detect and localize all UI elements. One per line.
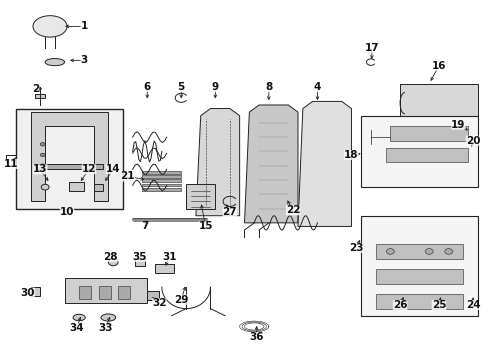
Circle shape	[40, 143, 45, 146]
Bar	[79, 286, 91, 298]
Text: 30: 30	[20, 288, 35, 297]
Text: 25: 25	[431, 300, 446, 310]
Text: 29: 29	[174, 295, 188, 305]
Text: 8: 8	[264, 82, 272, 92]
Bar	[69, 182, 84, 191]
Text: 23: 23	[348, 243, 363, 253]
Text: 20: 20	[465, 136, 479, 146]
Bar	[361, 216, 477, 316]
Polygon shape	[399, 84, 477, 123]
Text: 16: 16	[431, 61, 446, 71]
Text: 34: 34	[69, 323, 84, 333]
Text: 14: 14	[106, 164, 120, 174]
Bar	[30, 287, 40, 296]
Circle shape	[386, 249, 393, 254]
Polygon shape	[64, 278, 147, 303]
Bar	[147, 291, 159, 300]
Bar	[142, 184, 181, 186]
Circle shape	[108, 258, 118, 266]
Bar	[375, 244, 462, 258]
Text: 4: 4	[313, 82, 321, 92]
Bar	[154, 264, 174, 273]
Polygon shape	[244, 105, 297, 223]
Text: 11: 11	[4, 159, 19, 169]
Text: 22: 22	[285, 205, 300, 215]
Circle shape	[40, 164, 45, 167]
Text: 6: 6	[143, 82, 151, 92]
Circle shape	[41, 184, 49, 190]
Bar	[94, 184, 103, 191]
Bar	[118, 286, 130, 298]
Text: 17: 17	[364, 43, 378, 53]
Text: 7: 7	[141, 221, 148, 231]
Ellipse shape	[45, 59, 64, 66]
Circle shape	[40, 153, 45, 157]
Ellipse shape	[33, 16, 67, 37]
Ellipse shape	[101, 314, 116, 321]
Text: 24: 24	[465, 300, 479, 310]
Text: 15: 15	[198, 221, 212, 231]
Bar	[99, 286, 111, 298]
FancyBboxPatch shape	[16, 109, 122, 208]
Text: 31: 31	[162, 252, 176, 262]
Text: 12: 12	[81, 164, 96, 174]
Text: 10: 10	[60, 207, 74, 217]
Bar	[142, 188, 181, 191]
Bar	[186, 184, 215, 208]
Bar	[135, 258, 144, 266]
Bar	[35, 164, 103, 169]
Text: 5: 5	[177, 82, 184, 92]
Bar	[142, 179, 181, 182]
Polygon shape	[30, 112, 108, 202]
Text: 26: 26	[392, 300, 407, 310]
Text: 35: 35	[132, 252, 147, 262]
Bar	[375, 269, 462, 284]
Bar	[361, 116, 477, 187]
Polygon shape	[196, 109, 239, 216]
Text: 9: 9	[211, 82, 219, 92]
Text: 32: 32	[152, 298, 166, 308]
Bar	[375, 294, 462, 309]
Text: 2: 2	[32, 84, 39, 94]
Text: 1: 1	[80, 21, 87, 31]
Text: 36: 36	[249, 332, 264, 342]
Text: 28: 28	[103, 252, 118, 262]
Text: 3: 3	[80, 55, 87, 65]
Text: 21: 21	[121, 171, 135, 181]
Polygon shape	[297, 102, 351, 226]
Circle shape	[425, 249, 432, 254]
Circle shape	[444, 249, 452, 254]
Text: 27: 27	[222, 207, 237, 217]
Ellipse shape	[73, 314, 85, 321]
Polygon shape	[389, 126, 467, 141]
Bar	[142, 171, 181, 174]
Text: 13: 13	[33, 164, 47, 174]
Bar	[142, 175, 181, 178]
Text: 18: 18	[344, 150, 358, 160]
Text: 19: 19	[450, 120, 465, 130]
Text: 33: 33	[99, 323, 113, 333]
Bar	[35, 94, 45, 98]
Polygon shape	[385, 148, 467, 162]
